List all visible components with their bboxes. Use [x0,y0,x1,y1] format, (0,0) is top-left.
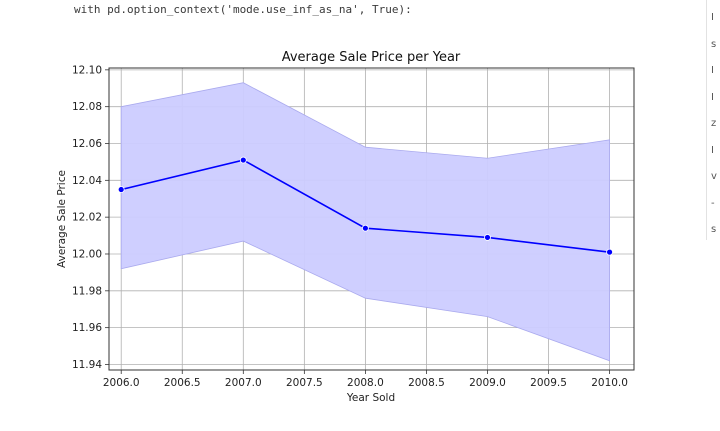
side-panel-text: z [711,118,717,129]
y-tick-label: 11.94 [72,359,102,371]
x-tick-label: 2008.0 [347,377,384,389]
confidence-band [120,82,610,362]
side-panel-text: s [711,38,717,50]
data-point [606,248,613,256]
series-line-layer [117,156,613,256]
side-panel-text: v [711,171,717,182]
side-panel-text: I [711,144,714,156]
y-tick-label: 12.08 [72,101,102,113]
y-tick-label: 12.06 [72,138,102,150]
y-tick-label: 12.04 [72,175,102,187]
x-tick-label: 2008.5 [408,377,445,389]
x-axis-label: Year Sold [346,392,395,404]
data-point [484,234,491,241]
x-tick-label: 2007.5 [286,377,323,389]
y-tick-label: 12.10 [72,64,102,76]
side-panel-text: I [711,65,714,76]
plot-frame [108,67,635,371]
axis-ticks: 2006.0 2006.5 2007.0 2007.5 2008.0 2008.5 2009… [72,64,628,389]
y-tick-label: 11.96 [72,322,102,334]
data-point [117,186,125,193]
side-panel-text: I [711,12,714,23]
y-axis-label: Average Sale Price [56,170,68,268]
code-line: with pd.option_context('mode.use_inf_as_… [74,3,412,16]
y-tick-label: 12.02 [72,212,102,224]
side-panel-text: s [711,224,717,235]
data-point [239,156,247,164]
x-tick-label: 2007.0 [225,377,262,389]
side-panel-text: - [711,197,715,209]
x-tick-label: 2009.5 [530,377,567,389]
x-tick-label: 2006.0 [103,377,140,389]
y-tick-label: 12.00 [72,248,102,260]
confidence-band-layer [120,82,610,362]
x-tick-label: 2006.5 [164,377,201,389]
y-tick-label: 11.98 [72,285,102,297]
side-panel-text: I [711,91,714,103]
data-point [361,224,369,232]
x-tick-label: 2010.0 [591,377,628,389]
chart-title: Average Sale Price per Year [282,50,461,65]
x-tick-label: 2009.0 [469,377,506,389]
